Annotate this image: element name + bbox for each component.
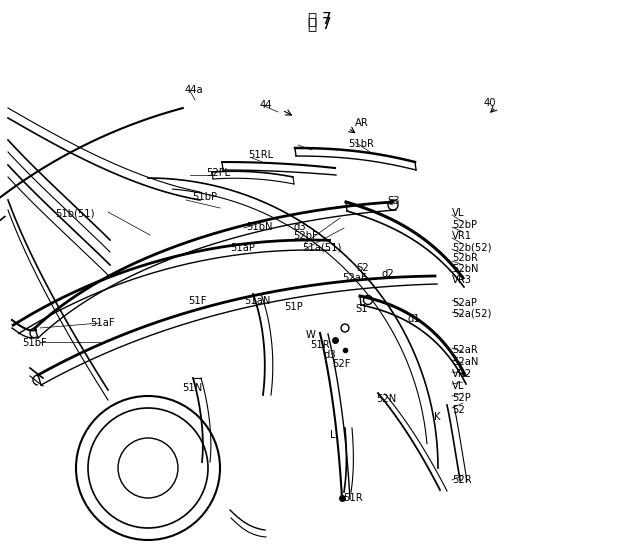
Text: 51R: 51R (343, 493, 363, 503)
Text: 51b(51): 51b(51) (55, 208, 95, 218)
Text: 44a: 44a (185, 85, 204, 95)
Text: 52bR: 52bR (452, 253, 478, 263)
Text: 51RL: 51RL (248, 150, 273, 160)
Text: 51bF: 51bF (22, 338, 47, 348)
Text: 51R: 51R (310, 340, 330, 350)
Text: 52FL: 52FL (206, 168, 230, 178)
Text: L: L (330, 430, 335, 440)
Text: 51bR: 51bR (348, 139, 374, 149)
Text: 51bN: 51bN (246, 222, 273, 232)
Text: VR1: VR1 (452, 231, 472, 241)
Text: 52F: 52F (332, 359, 351, 369)
Text: d2: d2 (382, 269, 395, 279)
Text: 51P: 51P (284, 302, 303, 312)
Text: 図 7: 図 7 (308, 11, 332, 26)
Text: 52a(52): 52a(52) (452, 309, 492, 319)
Text: 52N: 52N (376, 394, 396, 404)
Text: VR3: VR3 (452, 275, 472, 285)
Text: 52aP: 52aP (452, 298, 477, 308)
Text: VR2: VR2 (452, 369, 472, 379)
Text: 52bN: 52bN (452, 264, 479, 274)
Text: 40: 40 (484, 98, 497, 108)
Text: 52bP: 52bP (452, 220, 477, 230)
Text: 52b(52): 52b(52) (452, 242, 492, 252)
Text: 51a(51): 51a(51) (302, 243, 341, 253)
Text: S3: S3 (387, 196, 399, 206)
Text: 図 7: 図 7 (308, 16, 332, 31)
Text: 51bP: 51bP (192, 192, 217, 202)
Text: 44: 44 (260, 100, 273, 110)
Text: 52R: 52R (452, 475, 472, 485)
Text: d3: d3 (293, 222, 306, 232)
Text: S1: S1 (355, 304, 367, 314)
Text: K: K (434, 412, 440, 422)
Text: 52: 52 (452, 405, 465, 415)
Text: 52aR: 52aR (452, 345, 477, 355)
Text: 51aP: 51aP (230, 243, 255, 253)
Text: 52aN: 52aN (452, 357, 478, 367)
Text: VL: VL (452, 208, 465, 218)
Text: S2: S2 (356, 263, 369, 273)
Text: VL: VL (452, 381, 465, 391)
Text: 51N: 51N (182, 383, 202, 393)
Text: 51aN: 51aN (244, 296, 270, 306)
Text: 52P: 52P (452, 393, 471, 403)
Text: W: W (306, 330, 316, 340)
Text: AR: AR (355, 118, 369, 128)
Text: 51F: 51F (188, 296, 207, 306)
Text: d1: d1 (408, 314, 420, 324)
Text: 52bF: 52bF (293, 231, 317, 241)
Text: 51aF: 51aF (90, 318, 115, 328)
Text: d3: d3 (324, 350, 337, 360)
Text: 52aF: 52aF (342, 273, 367, 283)
